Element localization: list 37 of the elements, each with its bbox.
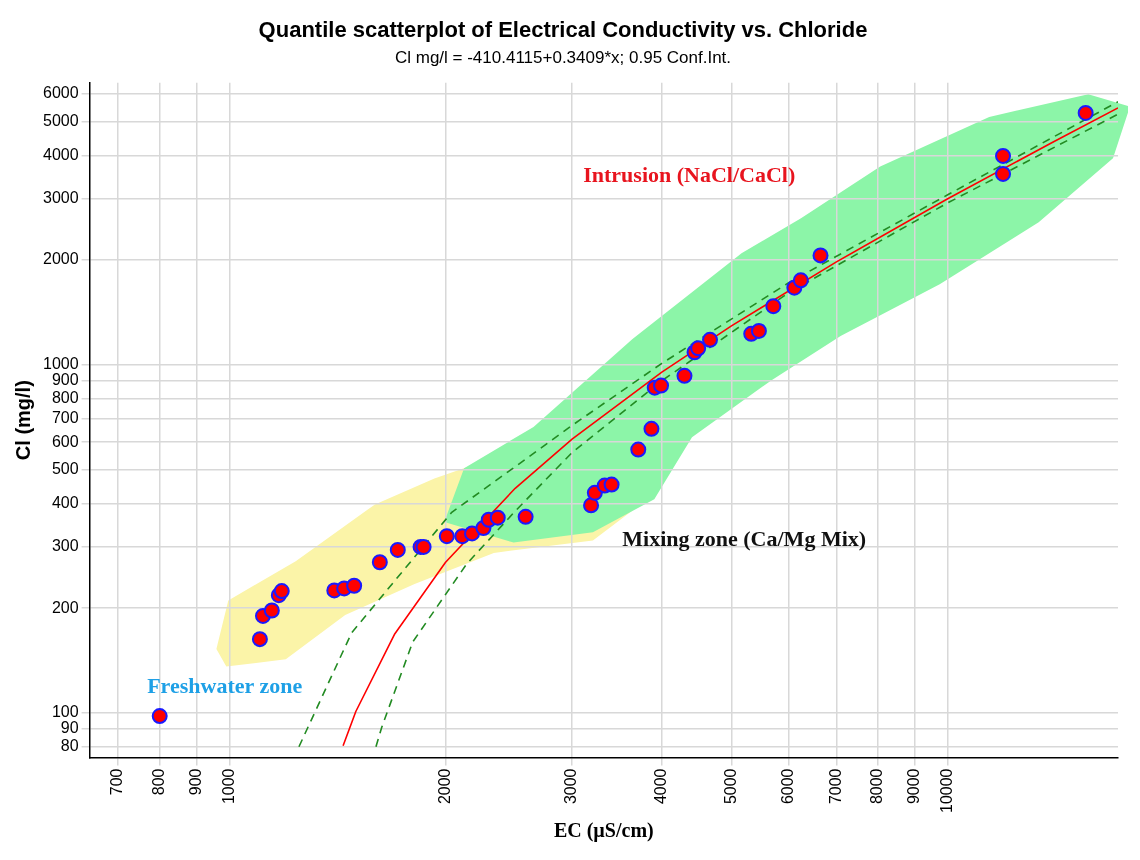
y-tick-label: 600 [51,432,79,450]
x-tick-label: 6000 [778,768,796,805]
chart-title: Quantile scatterplot of Electrical Conductivity vs. Chloride [258,17,868,43]
x-tick-label: 900 [186,768,204,796]
y-tick-label: 90 [60,719,79,737]
y-tick-label: 900 [51,371,79,389]
x-tick-label: 8000 [868,768,886,805]
annotation: Freshwater zone [147,673,303,699]
x-tick-label: 2000 [435,768,453,805]
x-tick-label: 10000 [938,768,956,814]
x-tick-label: 3000 [562,768,580,805]
y-tick-label: 1000 [43,355,79,373]
chart-subtitle: Cl mg/l = -410.4115+0.3409*x; 0.95 Conf.Int. [394,48,732,68]
x-tick-label: 4000 [652,768,670,805]
y-tick-label: 100 [51,703,79,721]
y-tick-label: 800 [51,389,79,407]
y-tick-label: 500 [51,460,79,478]
y-tick-label: 700 [51,409,79,427]
x-tick-label: 5000 [721,768,739,805]
x-axis-title: EC (µS/cm) [553,819,654,843]
x-tick-label: 7000 [826,768,844,805]
x-tick-label: 1000 [219,768,237,805]
annotation: Mixing zone (Ca/Mg Mix) [622,525,867,551]
y-tick-label: 300 [51,537,79,555]
y-tick-label: 2000 [43,250,79,268]
x-tick-label: 9000 [905,768,923,805]
y-tick-label: 400 [51,493,79,511]
x-tick-label: 700 [108,768,126,796]
annotation: Intrusion (NaCl/CaCl) [583,162,796,188]
y-tick-label: 200 [51,598,79,616]
y-tick-label: 80 [60,737,79,755]
y-tick-label: 5000 [43,111,79,129]
y-tick-label: 3000 [43,189,79,207]
x-tick-label: 800 [150,768,168,796]
y-tick-label: 6000 [43,84,79,102]
y-tick-label: 4000 [43,145,79,163]
y-axis-title: Cl (mg/l) [11,380,34,461]
